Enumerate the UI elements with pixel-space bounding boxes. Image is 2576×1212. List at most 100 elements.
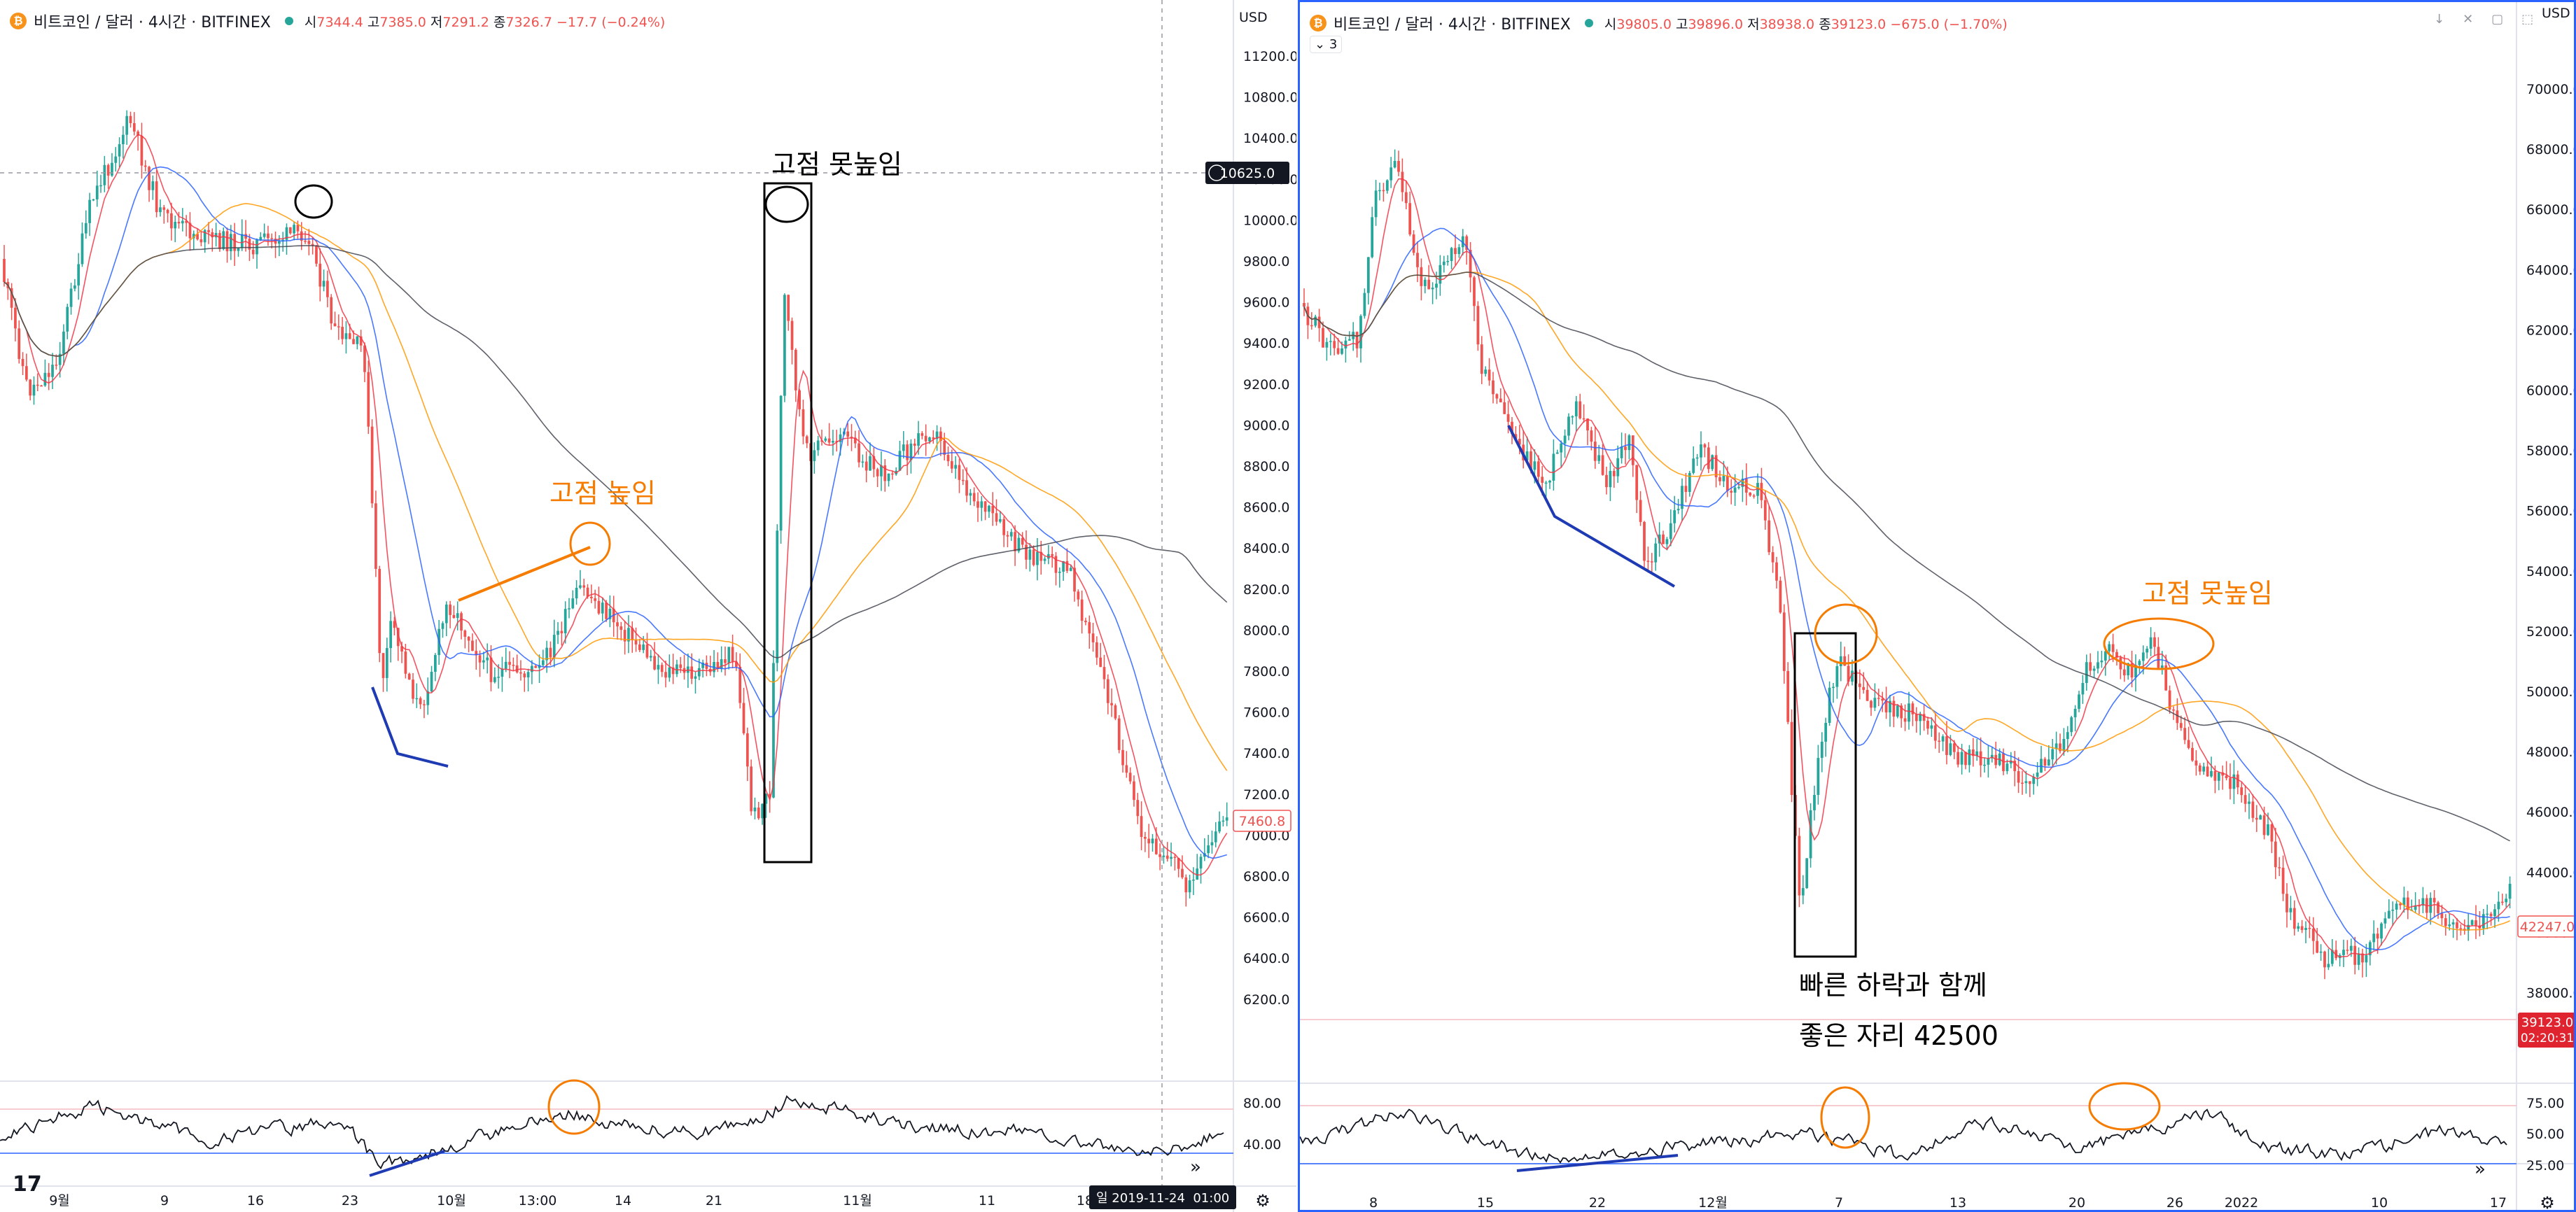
candle-body xyxy=(493,677,496,682)
candle-body xyxy=(463,630,467,637)
candle-body xyxy=(1851,670,1854,682)
candle-body xyxy=(486,657,489,661)
candle-body xyxy=(1054,556,1058,573)
candle-body xyxy=(1824,723,1828,742)
candle-body xyxy=(552,635,556,658)
last-price-badge xyxy=(1233,810,1292,832)
candle-body xyxy=(2051,749,2054,760)
indicator-count-toggle[interactable]: ⌄ 3 xyxy=(1310,36,1343,53)
candle-body xyxy=(768,794,771,798)
candle-body xyxy=(452,614,456,619)
left-currency-button[interactable]: USD xyxy=(1239,10,1268,25)
time-tick-label: 14 xyxy=(615,1193,631,1209)
candle-body xyxy=(2406,897,2409,910)
candle-body xyxy=(1541,477,1544,483)
candle-body xyxy=(2005,763,2009,771)
candle-body xyxy=(1552,453,1555,481)
time-tick-label: 22 xyxy=(1589,1195,1606,1211)
left-symbol[interactable]: 비트코인 / 달러 · 4시간 · BITFINEX xyxy=(34,14,271,31)
candle-body xyxy=(2327,964,2330,968)
candle-body xyxy=(1726,476,1729,491)
candle-body xyxy=(222,231,225,249)
candle-body xyxy=(917,433,920,446)
candle-body xyxy=(1805,858,1809,889)
candle-body xyxy=(1032,549,1035,565)
candle-body xyxy=(140,135,144,166)
candle-body xyxy=(2206,766,2209,777)
candle-body xyxy=(1744,479,1748,493)
candle-body xyxy=(2304,927,2307,930)
candle-body xyxy=(1446,260,1450,262)
candle-body xyxy=(980,501,983,508)
candle-body xyxy=(983,501,987,512)
candle-body xyxy=(1408,203,1412,234)
plus-icon xyxy=(1208,164,1225,181)
candle-body xyxy=(2013,761,2017,771)
candle-body xyxy=(839,434,842,442)
candle-body xyxy=(122,134,125,145)
price-tick-label: 7200.0 xyxy=(1243,787,1289,803)
candle-body xyxy=(2062,738,2066,752)
price-tick-label: 60000.0 xyxy=(2526,383,2576,399)
status-dot-icon xyxy=(284,17,293,25)
candle-body xyxy=(909,443,913,460)
candle-body xyxy=(1503,402,1506,414)
window-controls-icon[interactable]: ↓✕▢⬚ xyxy=(2434,12,2552,27)
candle-body xyxy=(1499,398,1502,402)
candle-body xyxy=(1654,543,1658,563)
candle-body xyxy=(634,640,638,644)
candle-body xyxy=(3,259,6,282)
candle-body xyxy=(1941,736,1945,742)
candle-body xyxy=(1635,465,1639,500)
tradingview-logo[interactable]: 17 xyxy=(13,1172,42,1197)
candle-body xyxy=(1036,551,1039,565)
candle-body xyxy=(813,450,816,461)
right-symbol[interactable]: 비트코인 / 달러 · 4시간 · BITFINEX xyxy=(1334,16,1571,34)
candle-body xyxy=(850,436,853,438)
candle-body xyxy=(1820,741,1823,759)
candle-body xyxy=(2456,922,2458,929)
candle-body xyxy=(1110,703,1113,705)
candle-body xyxy=(99,185,102,187)
candle-body xyxy=(174,221,177,229)
candle-body xyxy=(1865,689,1869,701)
time-tick-label: 26 xyxy=(2166,1195,2183,1211)
candle-body xyxy=(2399,903,2402,906)
candle-body xyxy=(2432,898,2436,903)
candle-body xyxy=(47,372,50,377)
candle-body xyxy=(620,626,623,630)
settings-icon: ⚙ xyxy=(2540,1193,2555,1212)
right-chart-panel[interactable]: 70000.0 68000.0 66000.0 64000.0 62000.0 60000… xyxy=(1298,0,2576,1212)
candle-body xyxy=(1578,401,1582,418)
candle-body xyxy=(66,306,69,332)
candle-body xyxy=(2108,644,2111,651)
candle-body xyxy=(1930,725,1933,729)
time-tick-label: 10 xyxy=(2371,1195,2388,1211)
candle-body xyxy=(2176,710,2179,724)
candle-body xyxy=(2274,841,2277,868)
time-tick-label: 12월 xyxy=(1698,1195,1728,1211)
candle-body xyxy=(240,234,244,248)
candle-body xyxy=(1714,455,1718,478)
candle-body xyxy=(642,644,645,650)
candle-body xyxy=(2115,651,2118,658)
candle-body xyxy=(304,241,307,242)
price-tick-label: 52000.0 xyxy=(2526,624,2576,640)
candle-body xyxy=(2251,801,2255,818)
candle-body xyxy=(872,456,876,470)
orange-trend-line xyxy=(458,546,591,602)
candle-body xyxy=(1151,838,1154,844)
candle-body xyxy=(1593,442,1597,461)
candle-body xyxy=(449,604,451,615)
candle-body xyxy=(519,672,522,674)
candle-body xyxy=(1816,758,1820,795)
time-tick-label: 7 xyxy=(1835,1195,1843,1211)
candle-body xyxy=(1166,855,1169,859)
left-chart-panel[interactable]: 11200.010800.010400.010200.010000.09800.… xyxy=(0,0,1296,1212)
right-chart-canvas[interactable]: 70000.0 68000.0 66000.0 64000.0 62000.0 60000… xyxy=(1300,2,2576,1212)
candle-body xyxy=(2489,913,2493,917)
left-chart-canvas[interactable]: 11200.010800.010400.010200.010000.09800.… xyxy=(0,0,1296,1212)
candle-body xyxy=(114,156,118,163)
candle-body xyxy=(891,473,894,475)
last-price-badge xyxy=(2517,915,2574,938)
